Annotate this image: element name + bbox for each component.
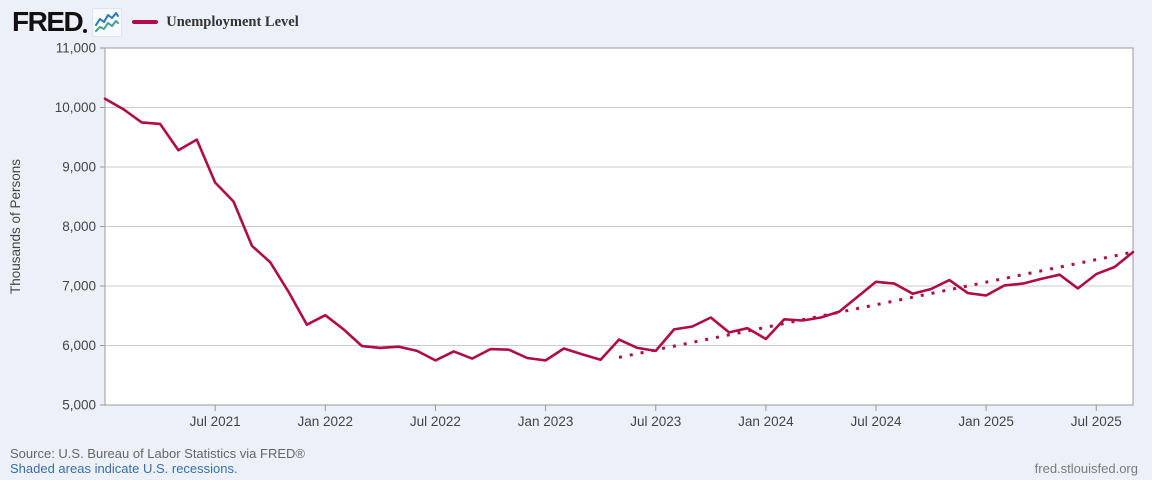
fred-site-url[interactable]: fred.stlouisfed.org [1034,461,1138,476]
fred-logo[interactable]: FRED [12,6,84,37]
fred-sparkline-icon [92,7,123,37]
y-tick-label: 5,000 [62,398,96,413]
legend-series-label[interactable]: Unemployment Level [166,13,299,30]
y-axis-title: Thousands of Persons [8,159,23,294]
chart-header: FRED Unemployment Level [12,4,299,40]
x-tick-label: Jan 2022 [298,414,354,429]
y-tick-label: 11,000 [56,41,96,56]
x-tick-label: Jul 2024 [850,414,902,429]
source-attribution: Source: U.S. Bureau of Labor Statistics … [10,446,305,461]
recessions-note-link[interactable]: Shaded areas indicate U.S. recessions. [10,461,238,476]
y-tick-label: 6,000 [62,338,96,353]
x-tick-label: Jan 2024 [738,414,794,429]
registered-mark-icon [83,29,88,33]
x-tick-label: Jul 2022 [410,414,461,429]
legend-line-swatch [132,20,159,24]
chart-plot-area[interactable]: 5,000 6,000 7,000 8,000 9,000 10,000 11,000 Jul… [0,0,1152,442]
chart-legend: Unemployment Level [132,14,299,31]
y-tick-label: 8,000 [62,219,96,234]
x-tick-label: Jan 2025 [958,414,1014,429]
x-tick-label: Jul 2025 [1071,414,1122,429]
series-line [103,97,1135,362]
y-tick-label: 10,000 [55,100,96,115]
y-tick-label: 9,000 [62,160,96,175]
x-tick-label: Jan 2023 [518,414,574,429]
y-tick-label: 7,000 [62,279,96,294]
x-tick-label: Jul 2021 [190,414,241,429]
x-tick-label: Jul 2023 [630,414,681,429]
